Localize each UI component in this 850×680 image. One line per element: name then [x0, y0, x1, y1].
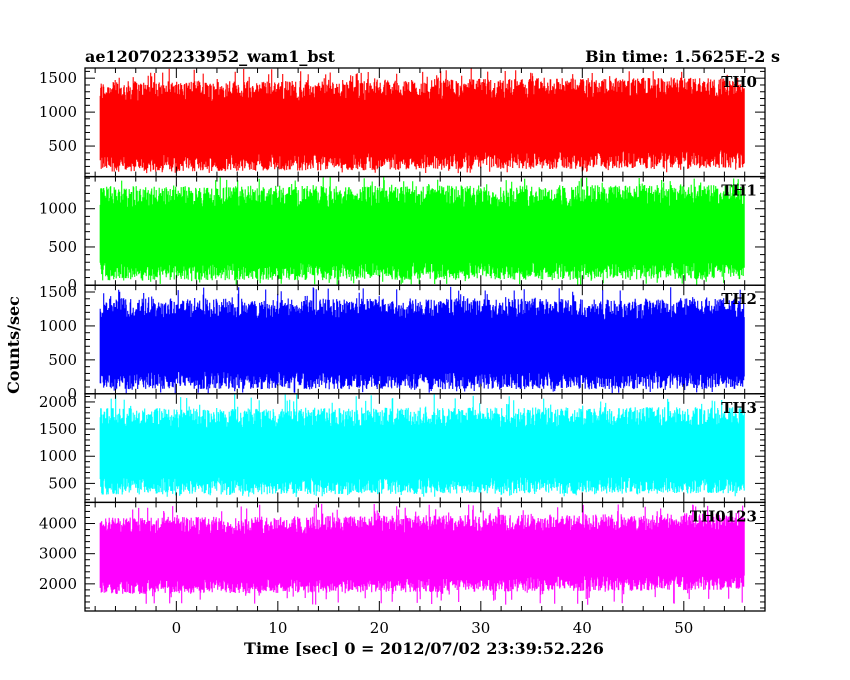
panel-label-th0: TH0 [721, 73, 757, 91]
series-th1 [99, 176, 745, 286]
x-tick-label: 40 [573, 619, 592, 637]
x-tick-label: 50 [674, 619, 693, 637]
y-tick-label: 1500 [39, 69, 77, 87]
x-tick-label: 20 [370, 619, 389, 637]
chart-title-right: Bin time: 1.5625E-2 s [585, 47, 780, 66]
x-axis-label: Time [sec] 0 = 2012/07/02 23:39:52.226 [244, 639, 604, 658]
panel-label-th0123: TH0123 [690, 507, 757, 525]
y-tick-label: 1000 [39, 317, 77, 335]
x-tick-label: 0 [172, 619, 182, 637]
y-tick-label: 2000 [39, 393, 77, 411]
x-tick-label: 10 [268, 619, 287, 637]
x-tick-label: 30 [471, 619, 490, 637]
chart-title-left: ae120702233952_wam1_bst [85, 47, 336, 66]
y-tick-label: 500 [48, 351, 77, 369]
y-tick-label: 1500 [39, 420, 77, 438]
y-tick-label: 1000 [39, 103, 77, 121]
y-axis-label: Counts/sec [4, 296, 23, 394]
y-tick-label: 500 [48, 238, 77, 256]
y-tick-label: 500 [48, 137, 77, 155]
series-th0 [99, 68, 745, 174]
y-tick-label: 1500 [39, 283, 77, 301]
panel-frame-th0123 [84, 501, 766, 612]
y-tick-label: 2000 [39, 575, 77, 593]
y-tick-label: 500 [48, 474, 77, 492]
y-tick-label: 1000 [39, 200, 77, 218]
y-tick-label: 0 [67, 385, 77, 403]
series-th2 [99, 286, 745, 394]
y-tick-label: 0 [67, 276, 77, 294]
series-th3 [99, 394, 745, 497]
y-tick-label: 1000 [39, 447, 77, 465]
series-th0123 [99, 503, 745, 605]
panel-label-th2: TH2 [721, 290, 757, 308]
panel-label-th1: TH1 [721, 182, 757, 200]
panel-label-th3: TH3 [721, 399, 757, 417]
y-tick-label: 4000 [39, 515, 77, 533]
y-tick-label: 3000 [39, 545, 77, 563]
